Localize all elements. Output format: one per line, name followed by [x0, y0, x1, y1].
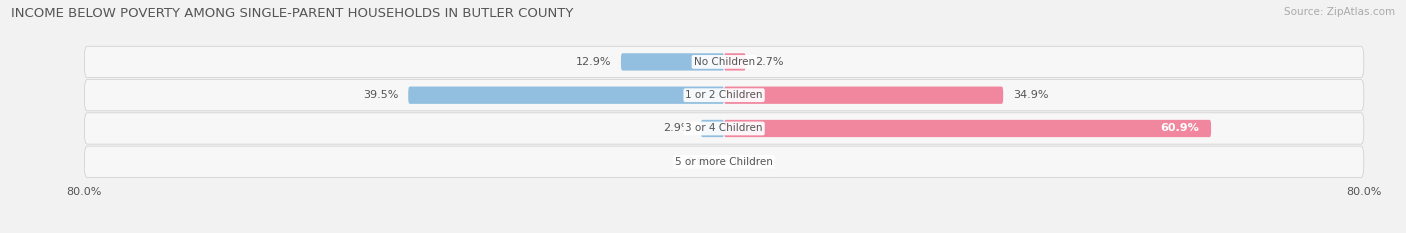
Text: 3 or 4 Children: 3 or 4 Children	[685, 123, 763, 134]
Text: 1 or 2 Children: 1 or 2 Children	[685, 90, 763, 100]
Text: No Children: No Children	[693, 57, 755, 67]
FancyBboxPatch shape	[84, 46, 1364, 78]
Text: 0.0%: 0.0%	[734, 157, 762, 167]
FancyBboxPatch shape	[724, 53, 745, 71]
FancyBboxPatch shape	[408, 86, 724, 104]
Text: Source: ZipAtlas.com: Source: ZipAtlas.com	[1284, 7, 1395, 17]
Text: 39.5%: 39.5%	[363, 90, 399, 100]
Text: 5 or more Children: 5 or more Children	[675, 157, 773, 167]
Text: 12.9%: 12.9%	[576, 57, 612, 67]
FancyBboxPatch shape	[724, 86, 1002, 104]
FancyBboxPatch shape	[702, 120, 724, 137]
FancyBboxPatch shape	[621, 53, 724, 71]
FancyBboxPatch shape	[84, 113, 1364, 144]
Text: INCOME BELOW POVERTY AMONG SINGLE-PARENT HOUSEHOLDS IN BUTLER COUNTY: INCOME BELOW POVERTY AMONG SINGLE-PARENT…	[11, 7, 574, 20]
FancyBboxPatch shape	[84, 79, 1364, 111]
Text: 60.9%: 60.9%	[1160, 123, 1199, 134]
Text: 34.9%: 34.9%	[1012, 90, 1049, 100]
Text: 2.9%: 2.9%	[662, 123, 692, 134]
Text: 2.7%: 2.7%	[755, 57, 783, 67]
FancyBboxPatch shape	[84, 146, 1364, 177]
Text: 0.0%: 0.0%	[686, 157, 714, 167]
FancyBboxPatch shape	[724, 120, 1211, 137]
